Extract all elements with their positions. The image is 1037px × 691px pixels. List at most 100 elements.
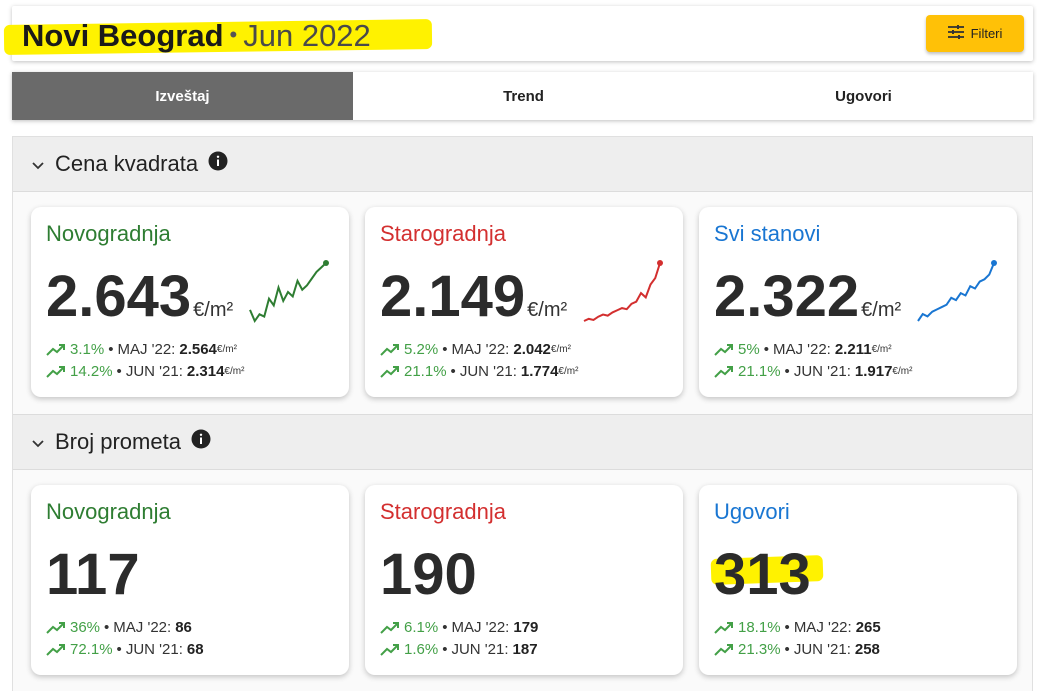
- card-value: 2.322 €/m²: [714, 262, 901, 345]
- chevron-down-icon: [31, 151, 45, 177]
- card-value: 313: [714, 540, 811, 610]
- tab-trend[interactable]: Trend: [503, 87, 544, 105]
- stat-percent: 14.2%: [70, 363, 113, 380]
- title-separator: •: [229, 22, 238, 47]
- stat-value: 1.774: [520, 363, 559, 380]
- trending-up-icon: [714, 344, 733, 356]
- stat-percent: 3.1%: [70, 341, 105, 358]
- card-stats: 5.2% • MAJ '22: 2.042 €/m² 21.1% • JUN '21: 1.77…: [380, 339, 578, 383]
- tab-ugovori[interactable]: Ugovori: [835, 87, 892, 105]
- stat-period: MAJ '22:: [451, 341, 510, 358]
- trending-up-icon: [380, 622, 399, 634]
- sparkline-chart: [583, 260, 663, 322]
- stat-line: 72.1% • JUN '21: 68: [46, 639, 204, 661]
- stat-period: JUN '21:: [451, 641, 509, 658]
- stat-period: MAJ '22:: [117, 341, 176, 358]
- stat-line: 21.1% • JUN '21: 1.774 €/m²: [380, 361, 578, 383]
- trending-up-icon: [714, 366, 733, 378]
- stat-percent: 36%: [70, 619, 101, 636]
- stat-separator: •: [450, 363, 456, 380]
- stat-line: 5.2% • MAJ '22: 2.042 €/m²: [380, 339, 578, 361]
- page-title: Novi Beograd • Jun 2022: [22, 18, 371, 57]
- section-divider: [13, 191, 1032, 192]
- page-header: Novi Beograd • Jun 2022 Filteri: [3, 6, 1033, 61]
- trending-up-icon: [380, 366, 399, 378]
- filter-label: Filteri: [970, 26, 1003, 41]
- stat-separator: •: [116, 363, 122, 380]
- stat-line: 21.3% • JUN '21: 258: [714, 639, 881, 661]
- card-label: Ugovori: [714, 499, 790, 524]
- sparkline-endpoint: [991, 260, 997, 266]
- value-unit: €/m²: [527, 299, 568, 321]
- section-header-price[interactable]: Cena kvadrata: [13, 137, 1032, 191]
- card-stats: 18.1% • MAJ '22: 265 21.3% • JUN '21: 258: [714, 617, 881, 661]
- stat-unit: €/m²: [224, 366, 245, 377]
- section-header-transactions[interactable]: Broj prometa: [13, 415, 1032, 469]
- trending-up-icon: [46, 622, 65, 634]
- card-value: 2.149 €/m²: [380, 262, 567, 345]
- trending-up-icon: [46, 344, 65, 356]
- trending-up-icon: [46, 644, 65, 656]
- stat-percent: 1.6%: [404, 641, 439, 658]
- stat-percent: 5%: [738, 341, 760, 358]
- info-icon[interactable]: [191, 429, 211, 455]
- stat-unit: €/m²: [550, 344, 571, 355]
- stat-period: JUN '21:: [793, 363, 851, 380]
- stat-card: Svi stanovi 2.322 €/m² 5% • MAJ '22: 2.211 €/m²…: [699, 207, 1017, 397]
- stat-period: MAJ '22:: [113, 619, 172, 636]
- stat-value: 2.314: [186, 363, 225, 380]
- stat-value: 258: [854, 641, 880, 658]
- trending-up-icon: [46, 366, 65, 378]
- stat-separator: •: [784, 641, 790, 658]
- stat-period: JUN '21:: [459, 363, 517, 380]
- tab-izvestaj[interactable]: Izveštaj: [12, 72, 353, 120]
- stat-line: 3.1% • MAJ '22: 2.564 €/m²: [46, 339, 244, 361]
- stat-separator: •: [442, 641, 448, 658]
- trending-up-icon: [380, 344, 399, 356]
- card-label: Novogradnja: [46, 499, 171, 524]
- card-label: Svi stanovi: [714, 221, 821, 246]
- stat-value: 86: [175, 619, 192, 636]
- stat-separator: •: [442, 341, 448, 358]
- stat-line: 5% • MAJ '22: 2.211 €/m²: [714, 339, 912, 361]
- chevron-down-icon: [31, 429, 45, 455]
- info-icon[interactable]: [208, 151, 228, 177]
- card-stats: 3.1% • MAJ '22: 2.564 €/m² 14.2% • JUN '21: 2.31…: [46, 339, 244, 383]
- sparkline-line: [917, 262, 995, 322]
- sparkline-endpoint: [657, 260, 663, 266]
- stat-value: 2.042: [513, 341, 551, 358]
- stat-unit: €/m²: [892, 366, 913, 377]
- stat-period: MAJ '22:: [793, 619, 852, 636]
- stat-line: 21.1% • JUN '21: 1.917 €/m²: [714, 361, 912, 383]
- card-value: 117: [46, 540, 140, 610]
- stat-value: 68: [186, 641, 204, 658]
- stat-line: 18.1% • MAJ '22: 265: [714, 617, 881, 639]
- tab-bar: Izveštaj Trend Ugovori: [12, 72, 1033, 120]
- value-number: 2.149: [380, 264, 526, 329]
- period-label: Jun 2022: [243, 18, 371, 53]
- section-divider: [13, 469, 1032, 470]
- stat-card: Starogradnja 190 6.1% • MAJ '22: 179 1.6% • JUN …: [365, 485, 683, 675]
- stat-line: 14.2% • JUN '21: 2.314 €/m²: [46, 361, 244, 383]
- filter-button[interactable]: Filteri: [926, 15, 1024, 52]
- value-unit: €/m²: [193, 299, 234, 321]
- stat-unit: €/m²: [871, 344, 892, 355]
- stat-separator: •: [784, 619, 790, 636]
- stat-separator: •: [442, 619, 448, 636]
- stat-line: 1.6% • JUN '21: 187: [380, 639, 538, 661]
- card-value: 2.643 €/m²: [46, 262, 233, 345]
- stat-line: 6.1% • MAJ '22: 179: [380, 617, 538, 639]
- card-label: Novogradnja: [46, 221, 171, 246]
- stat-value: 179: [513, 619, 539, 636]
- stat-line: 36% • MAJ '22: 86: [46, 617, 204, 639]
- section-title: Broj prometa: [55, 429, 181, 454]
- card-stats: 5% • MAJ '22: 2.211 €/m² 21.1% • JUN '21: 1.917 €…: [714, 339, 912, 383]
- stat-card: Ugovori 313 18.1% • MAJ '22: 265 21.3% • JUN '21…: [699, 485, 1017, 675]
- stat-card: Starogradnja 2.149 €/m² 5.2% • MAJ '22: 2.042 €…: [365, 207, 683, 397]
- card-label: Starogradnja: [380, 221, 506, 246]
- stat-value: 2.211: [834, 341, 872, 358]
- stat-period: MAJ '22:: [451, 619, 510, 636]
- sparkline-chart: [917, 260, 997, 322]
- value-number: 2.322: [714, 264, 860, 329]
- stat-separator: •: [108, 341, 114, 358]
